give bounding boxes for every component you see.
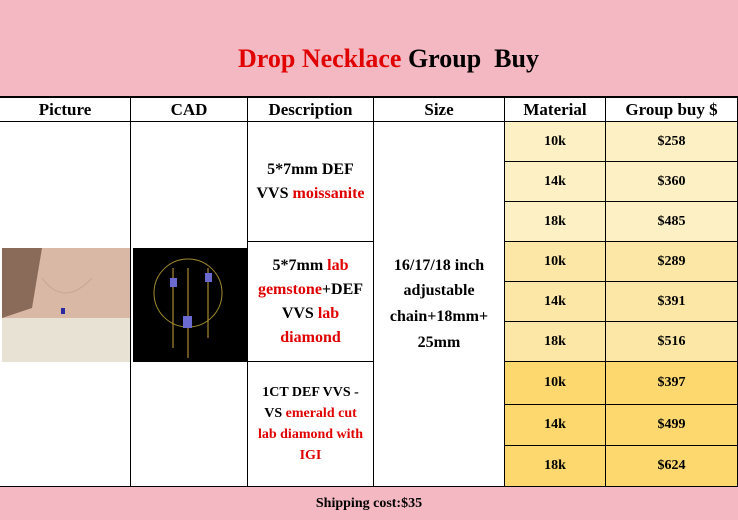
price: $258 [657, 133, 686, 149]
description-text: 5*7mm lab gemstone+DEF VVS lab diamond [248, 254, 373, 350]
header: Drop Necklace Group Buy [0, 0, 738, 97]
column-header: Size [374, 97, 505, 122]
description-part: 5*7mm [272, 256, 328, 274]
price: $485 [657, 213, 686, 229]
picture-cell [0, 122, 131, 487]
material-cell: 10k [505, 122, 606, 162]
description-cell: 5*7mm lab gemstone+DEF VVS lab diamond [248, 242, 374, 362]
material: 10k [544, 253, 566, 269]
cad-drawing [133, 248, 247, 362]
material: 14k [544, 293, 566, 309]
material: 10k [544, 375, 566, 390]
column-header-text: Size [424, 99, 454, 119]
title: Drop Necklace Group Buy [0, 14, 738, 104]
material: 10k [544, 133, 566, 149]
column-header-text: Group buy $ [625, 99, 718, 119]
column-header: Picture [0, 97, 131, 122]
price-cell: $258 [606, 122, 738, 162]
price-cell: $397 [606, 362, 738, 405]
price-cell: $289 [606, 242, 738, 282]
description-cell: 1CT DEF VVS - VS emerald cut lab diamond… [248, 362, 374, 487]
description-part: +DEF VVS [281, 280, 367, 322]
price: $360 [657, 173, 686, 189]
column-header: Material [505, 97, 606, 122]
material: 18k [544, 333, 566, 349]
column-header: Group buy $ [606, 97, 738, 122]
column-header: CAD [131, 97, 248, 122]
material-cell: 10k [505, 242, 606, 282]
column-header: Description [248, 97, 374, 122]
description-part: 1CT DEF VVS - VS [262, 385, 363, 421]
price: $391 [657, 293, 686, 309]
price: $499 [657, 417, 686, 432]
column-header-text: CAD [170, 99, 208, 119]
size-text: 16/17/18 inch adjustable chain+18mm+ 25m… [389, 256, 489, 351]
title-red: Drop Necklace [238, 44, 402, 73]
description-text: 1CT DEF VVS - VS emerald cut lab diamond… [248, 382, 373, 466]
description-part: lab gemstone [257, 256, 353, 298]
material-cell: 18k [505, 446, 606, 487]
description-part: lab diamond [280, 304, 344, 346]
material-cell: 14k [505, 162, 606, 202]
column-header-text: Description [268, 99, 353, 119]
material-cell: 18k [505, 202, 606, 242]
footer: Shipping cost:$35 [0, 487, 738, 520]
description-part: moissanite [292, 184, 365, 202]
material-cell: 14k [505, 282, 606, 322]
size-cell: 16/17/18 inch adjustable chain+18mm+ 25m… [374, 122, 505, 487]
price-cell: $499 [606, 405, 738, 446]
picture [2, 248, 130, 362]
price: $289 [657, 253, 686, 269]
column-header-text: Material [523, 99, 587, 119]
shipping-cost: Shipping cost:$35 [315, 495, 423, 511]
price-cell: $485 [606, 202, 738, 242]
description-part: emerald cut lab diamond with IGI [257, 406, 367, 463]
column-header-text: Picture [38, 99, 92, 119]
price-cell: $516 [606, 322, 738, 362]
description-text: 5*7mm DEF VVS moissanite [248, 158, 373, 206]
material-cell: 10k [505, 362, 606, 405]
description-part: 5*7mm DEF VVS [256, 160, 358, 202]
cad-cell [131, 122, 248, 487]
price-cell: $360 [606, 162, 738, 202]
material: 14k [544, 417, 566, 432]
price-cell: $391 [606, 282, 738, 322]
description-cell: 5*7mm DEF VVS moissanite [248, 122, 374, 242]
price-cell: $624 [606, 446, 738, 487]
material: 14k [544, 173, 566, 189]
price: $624 [657, 458, 686, 473]
price: $516 [657, 333, 686, 349]
material-cell: 14k [505, 405, 606, 446]
material: 18k [544, 213, 566, 229]
material-cell: 18k [505, 322, 606, 362]
price: $397 [657, 375, 686, 390]
title-black: Group Buy [407, 44, 539, 73]
material: 18k [544, 458, 566, 473]
